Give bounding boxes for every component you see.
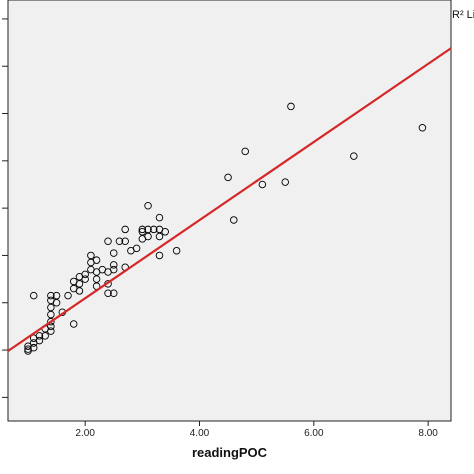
data-point [47,303,55,312]
data-point [241,147,249,156]
data-point [281,178,289,186]
data-point [29,343,38,352]
data-point [24,342,32,351]
data-point [150,225,158,234]
data-point [52,298,61,307]
data-point [29,291,38,300]
data-point [52,291,61,300]
data-point [104,237,112,245]
data-point [144,225,152,234]
data-point [69,320,78,328]
legend-label: R² Li [452,9,474,21]
data-point [24,347,32,355]
x-tick-label: 8.00 [418,428,438,439]
x-tick-label: 2.00 [75,428,95,439]
data-point [47,291,55,300]
data-point [230,216,238,224]
data-points [24,102,427,355]
data-point [75,287,84,295]
data-point [104,289,112,298]
data-point [161,228,169,236]
data-point [41,332,49,340]
data-point [109,249,118,257]
data-point [144,202,152,210]
plot-area [7,0,452,422]
data-point [47,317,55,326]
data-point [47,322,55,331]
data-point [35,332,44,340]
data-point [224,173,232,182]
data-point [81,270,89,279]
data-point [121,225,129,234]
data-point [155,251,164,260]
x-axis-ticks: 2.00 4.00 6.00 8.00 [75,421,438,439]
data-point [155,213,164,222]
x-tick-label: 4.00 [190,428,210,439]
data-point [115,237,124,245]
data-point [350,152,358,160]
data-point [87,251,95,260]
data-point [258,180,267,189]
data-point [144,232,152,241]
data-point [109,261,118,269]
data-point [81,275,89,283]
x-axis-title: readingPOC [192,445,268,460]
data-point [109,289,118,298]
data-point [155,232,164,241]
data-point [24,345,32,353]
data-point [418,123,427,132]
data-point [92,275,101,283]
y-axis-ticks [2,18,8,398]
data-point [172,246,181,255]
data-point [287,102,295,111]
data-point [47,310,55,319]
data-point [92,256,101,264]
data-point [132,244,141,253]
data-point [121,237,129,245]
x-tick-label: 6.00 [304,428,324,439]
data-point [75,280,84,288]
data-point [109,265,118,274]
data-point [138,225,147,234]
data-point [35,336,44,345]
data-point [47,327,55,335]
data-point [64,291,72,300]
fit-line [7,47,452,352]
